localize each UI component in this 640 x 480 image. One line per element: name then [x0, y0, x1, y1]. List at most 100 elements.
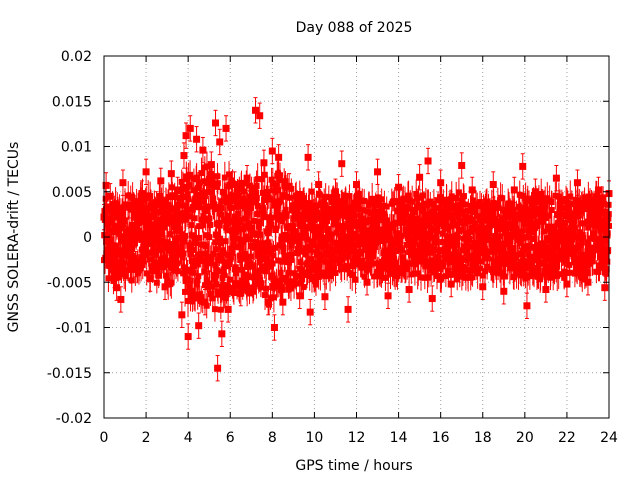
point-marker [317, 243, 324, 250]
data-point [443, 184, 450, 216]
point-marker [222, 259, 229, 266]
point-marker [322, 258, 329, 265]
point-marker [216, 252, 223, 259]
point-marker [222, 295, 229, 302]
point-marker [219, 274, 226, 281]
point-marker [220, 271, 227, 278]
point-marker [120, 248, 127, 255]
point-marker [339, 229, 346, 236]
point-marker [270, 252, 277, 259]
point-marker [340, 223, 347, 230]
point-marker [275, 216, 282, 223]
point-marker [350, 232, 357, 239]
point-marker [231, 195, 238, 202]
data-point [311, 270, 318, 292]
point-marker [267, 218, 274, 225]
point-marker [281, 254, 288, 261]
point-marker [116, 230, 123, 237]
point-marker [331, 239, 338, 246]
point-marker [361, 197, 368, 204]
point-marker [236, 244, 243, 251]
point-marker [246, 290, 253, 297]
data-point [254, 194, 261, 218]
point-marker [182, 288, 189, 295]
point-marker [398, 232, 405, 239]
point-marker [280, 192, 287, 199]
point-marker [368, 236, 375, 243]
point-marker [180, 210, 187, 217]
point-marker [269, 260, 276, 267]
point-marker [302, 251, 309, 258]
point-marker [200, 198, 207, 205]
point-marker [163, 257, 170, 264]
point-marker [266, 259, 273, 266]
point-marker [212, 261, 219, 268]
point-marker [226, 260, 233, 267]
point-marker [128, 277, 135, 284]
point-marker [183, 202, 190, 209]
data-point [352, 207, 359, 238]
point-marker [344, 210, 351, 217]
point-marker [254, 176, 261, 183]
point-marker [274, 187, 281, 194]
point-marker [242, 281, 249, 288]
point-marker [230, 290, 237, 297]
point-marker [292, 274, 299, 281]
point-marker [399, 204, 406, 211]
point-marker [171, 224, 178, 231]
data-point [207, 212, 214, 238]
point-marker [186, 284, 193, 291]
point-marker [232, 270, 239, 277]
point-marker [309, 265, 316, 272]
point-marker [127, 234, 134, 241]
point-marker [367, 230, 374, 237]
point-marker [219, 247, 226, 254]
point-marker [194, 184, 201, 191]
point-marker [265, 225, 272, 232]
point-marker [129, 245, 136, 252]
point-marker [256, 258, 263, 265]
point-marker [394, 219, 401, 226]
data-point [408, 264, 415, 284]
data-point [241, 264, 248, 285]
data-point [278, 225, 285, 247]
point-marker [190, 247, 197, 254]
point-marker [446, 258, 453, 265]
point-marker [449, 214, 456, 221]
point-marker [185, 276, 192, 283]
data-point [194, 287, 201, 310]
point-marker [239, 195, 246, 202]
data-point [405, 180, 412, 211]
data-point [413, 179, 420, 209]
point-marker [223, 199, 230, 206]
point-marker [263, 285, 270, 292]
point-marker [180, 193, 187, 200]
point-marker [227, 276, 234, 283]
point-marker [254, 202, 261, 209]
point-marker [433, 265, 440, 272]
point-marker [170, 214, 177, 221]
point-marker [194, 277, 201, 284]
point-marker [328, 231, 335, 238]
point-marker [212, 246, 219, 253]
point-marker [310, 213, 317, 220]
point-marker [202, 250, 209, 257]
point-marker [153, 259, 160, 266]
point-marker [160, 224, 167, 231]
point-marker [395, 265, 402, 272]
data-point [246, 282, 253, 305]
point-marker [225, 283, 232, 290]
point-marker [270, 294, 277, 301]
point-marker [325, 226, 332, 233]
point-marker [193, 281, 200, 288]
point-marker [258, 176, 265, 183]
point-marker [115, 274, 122, 281]
point-marker [129, 194, 136, 201]
point-marker [320, 234, 327, 241]
point-marker [366, 200, 373, 207]
point-marker [165, 194, 172, 201]
point-marker [187, 241, 194, 248]
point-marker [208, 189, 215, 196]
data-point [177, 213, 184, 246]
point-marker [186, 246, 193, 253]
